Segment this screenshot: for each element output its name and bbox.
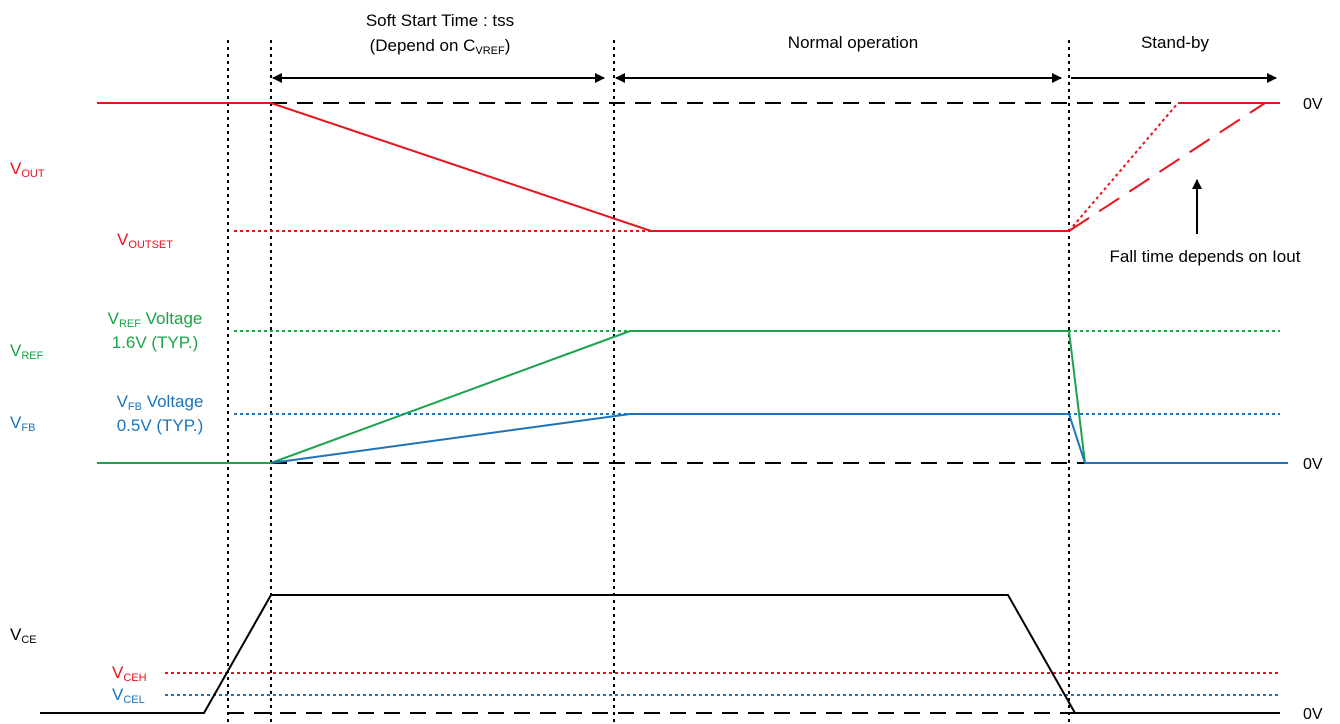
vref-label: VREF [10, 341, 44, 362]
vout-standby-slow [1068, 102, 1266, 232]
vfb-voltage-label: VFB Voltage [117, 392, 204, 413]
vref-zero-label: 0V [1303, 456, 1323, 473]
vce-label: VCE [10, 625, 37, 646]
vfb-voltage-value: 0.5V (TYP.) [117, 416, 204, 435]
vout-label: VOUT [10, 159, 45, 180]
soft-start-dependency: (Depend on CVREF) [370, 36, 511, 57]
voutset-label: VOUTSET [117, 230, 173, 251]
normal-operation-title: Normal operation [788, 33, 918, 52]
vout-zero-label: 0V [1303, 96, 1323, 113]
vout-trace [97, 102, 1069, 232]
zero-references [228, 102, 1275, 714]
vceh-label: VCEH [112, 663, 147, 684]
vref-trace [97, 330, 1086, 464]
vref-voltage-label: VREF Voltage [108, 309, 203, 330]
vcel-label: VCEL [112, 685, 145, 706]
phase-boundaries [227, 40, 1070, 724]
vce-trace [40, 594, 1280, 714]
fall-time-annotation: Fall time depends on Iout [1110, 247, 1301, 266]
vfb-trace [270, 413, 1288, 464]
soft-start-title: Soft Start Time : tss [366, 11, 514, 30]
vref-voltage-value: 1.6V (TYP.) [112, 333, 199, 352]
standby-title: Stand-by [1141, 33, 1210, 52]
vout-waveform [97, 102, 1280, 232]
vfb-label: VFB [10, 413, 35, 434]
vout-standby-fast [1068, 102, 1179, 232]
vce-zero-label: 0V [1303, 706, 1323, 723]
